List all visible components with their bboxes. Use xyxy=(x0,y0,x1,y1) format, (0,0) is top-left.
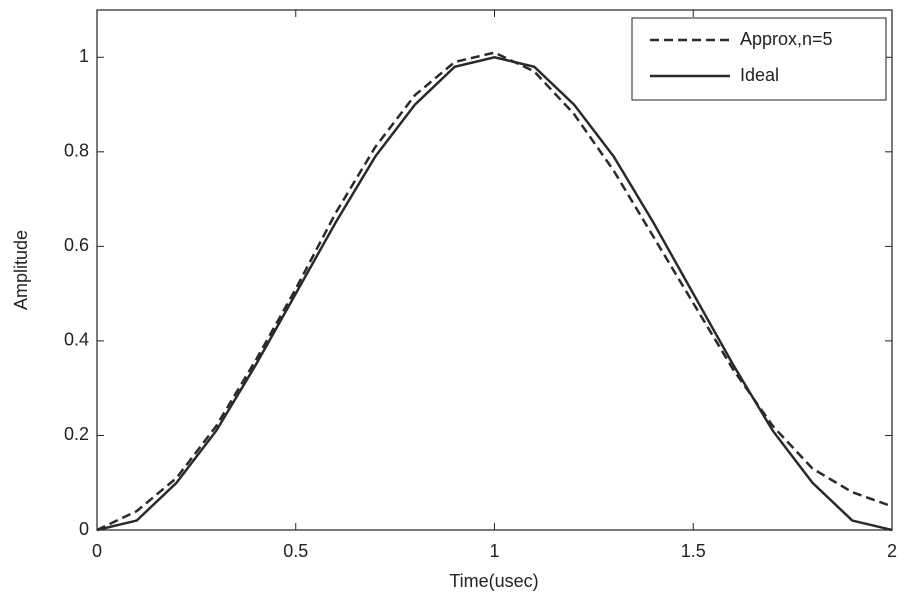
x-tick-label: 1 xyxy=(489,541,499,561)
x-tick-label: 2 xyxy=(887,541,897,561)
series-line xyxy=(96,55,893,532)
series-line xyxy=(96,51,893,532)
legend-label: Ideal xyxy=(740,65,779,85)
x-tick-label: 0 xyxy=(92,541,102,561)
x-axis-label: Time(usec) xyxy=(449,571,538,591)
legend-label: Approx,n=5 xyxy=(740,29,833,49)
y-axis-label: Amplitude xyxy=(11,230,31,310)
y-tick-label: 0.8 xyxy=(64,141,89,161)
x-tick-label: 0.5 xyxy=(283,541,308,561)
legend-box xyxy=(631,17,887,101)
x-tick-label: 1.5 xyxy=(681,541,706,561)
y-tick-label: 1 xyxy=(79,46,89,66)
y-tick-label: 0.6 xyxy=(64,235,89,255)
y-tick-label: 0 xyxy=(79,519,89,539)
y-tick-label: 0.2 xyxy=(64,424,89,444)
y-tick-label: 0.4 xyxy=(64,330,89,350)
